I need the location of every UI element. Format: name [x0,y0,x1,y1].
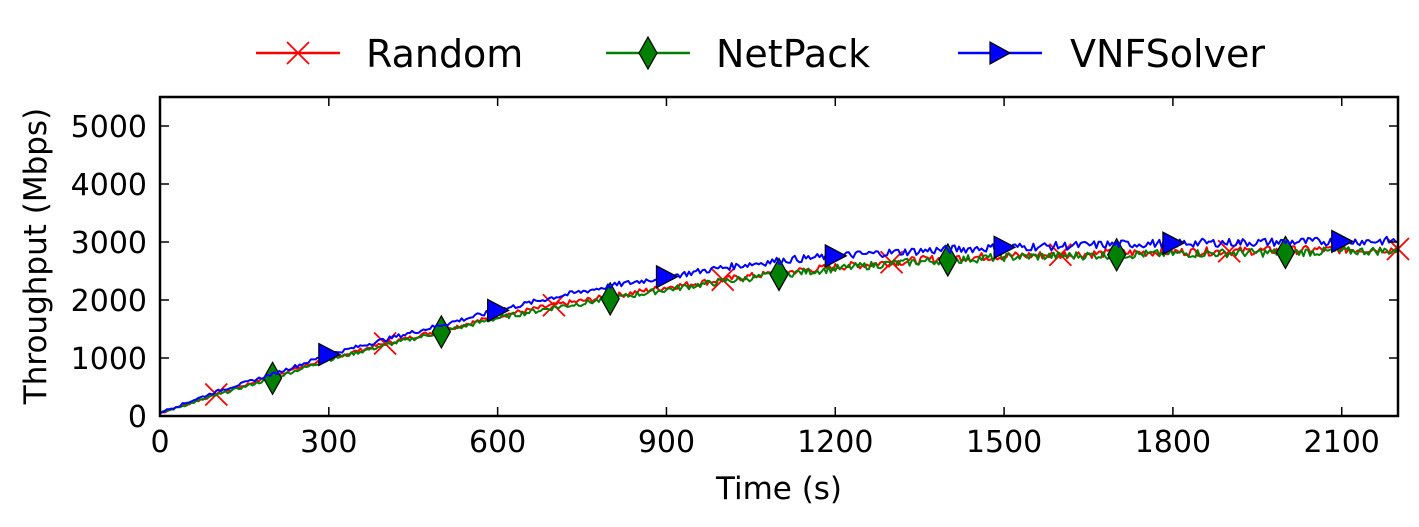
x-axis-label: Time (s) [715,471,842,507]
legend-label-netpack: NetPack [716,32,870,76]
x-tick-label: 1800 [1135,425,1211,460]
marker-netpack [938,242,958,278]
x-tick-label: 2100 [1304,425,1380,460]
x-tick-label: 600 [469,425,526,460]
marker-vnfsolver [993,235,1017,260]
legend-label-random: Random [366,32,523,76]
legend-marker-vnfsolver [989,40,1012,66]
y-tick-label: 0 [128,400,147,435]
marker-vnfsolver [1162,231,1186,256]
legend: Random NetPack VNFSolver [256,32,1265,76]
marker-netpack [600,281,620,317]
series-layer [159,229,1410,415]
marker-vnfsolver [1331,229,1355,254]
marker-netpack [769,257,789,292]
x-tick-label: 0 [150,425,169,460]
marker-vnfsolver [824,243,848,268]
x-tick-label: 1500 [966,425,1042,460]
y-tick-label: 2000 [71,284,147,319]
legend-marker-random [286,41,310,65]
y-tick-label: 4000 [71,168,147,203]
marker-vnfsolver [487,298,510,323]
y-tick-label: 5000 [71,110,147,145]
legend-marker-netpack [638,35,658,71]
series-random [159,237,1410,415]
y-tick-label: 3000 [71,226,147,261]
x-tick-label: 300 [300,425,357,460]
series-vnfsolver [159,229,1399,415]
ticks-layer: 0 300 600 900 1200 1500 1800 2100 0 1000 2000 3000 4… [71,97,1398,460]
marker-netpack [262,361,283,396]
series-line-vnfsolver [159,235,1399,415]
marker-vnfsolver [655,264,679,289]
y-tick-label: 1000 [71,342,147,377]
x-tick-label: 1200 [797,425,873,460]
marker-vnfsolver [318,342,342,367]
legend-label-vnfsolver: VNFSolver [1070,32,1265,76]
marker-netpack [1106,237,1127,272]
y-axis-label: Throughput (Mbps) [18,108,54,405]
x-tick-label: 900 [638,425,695,460]
marker-netpack [431,314,452,350]
plot-frame [158,95,1400,418]
